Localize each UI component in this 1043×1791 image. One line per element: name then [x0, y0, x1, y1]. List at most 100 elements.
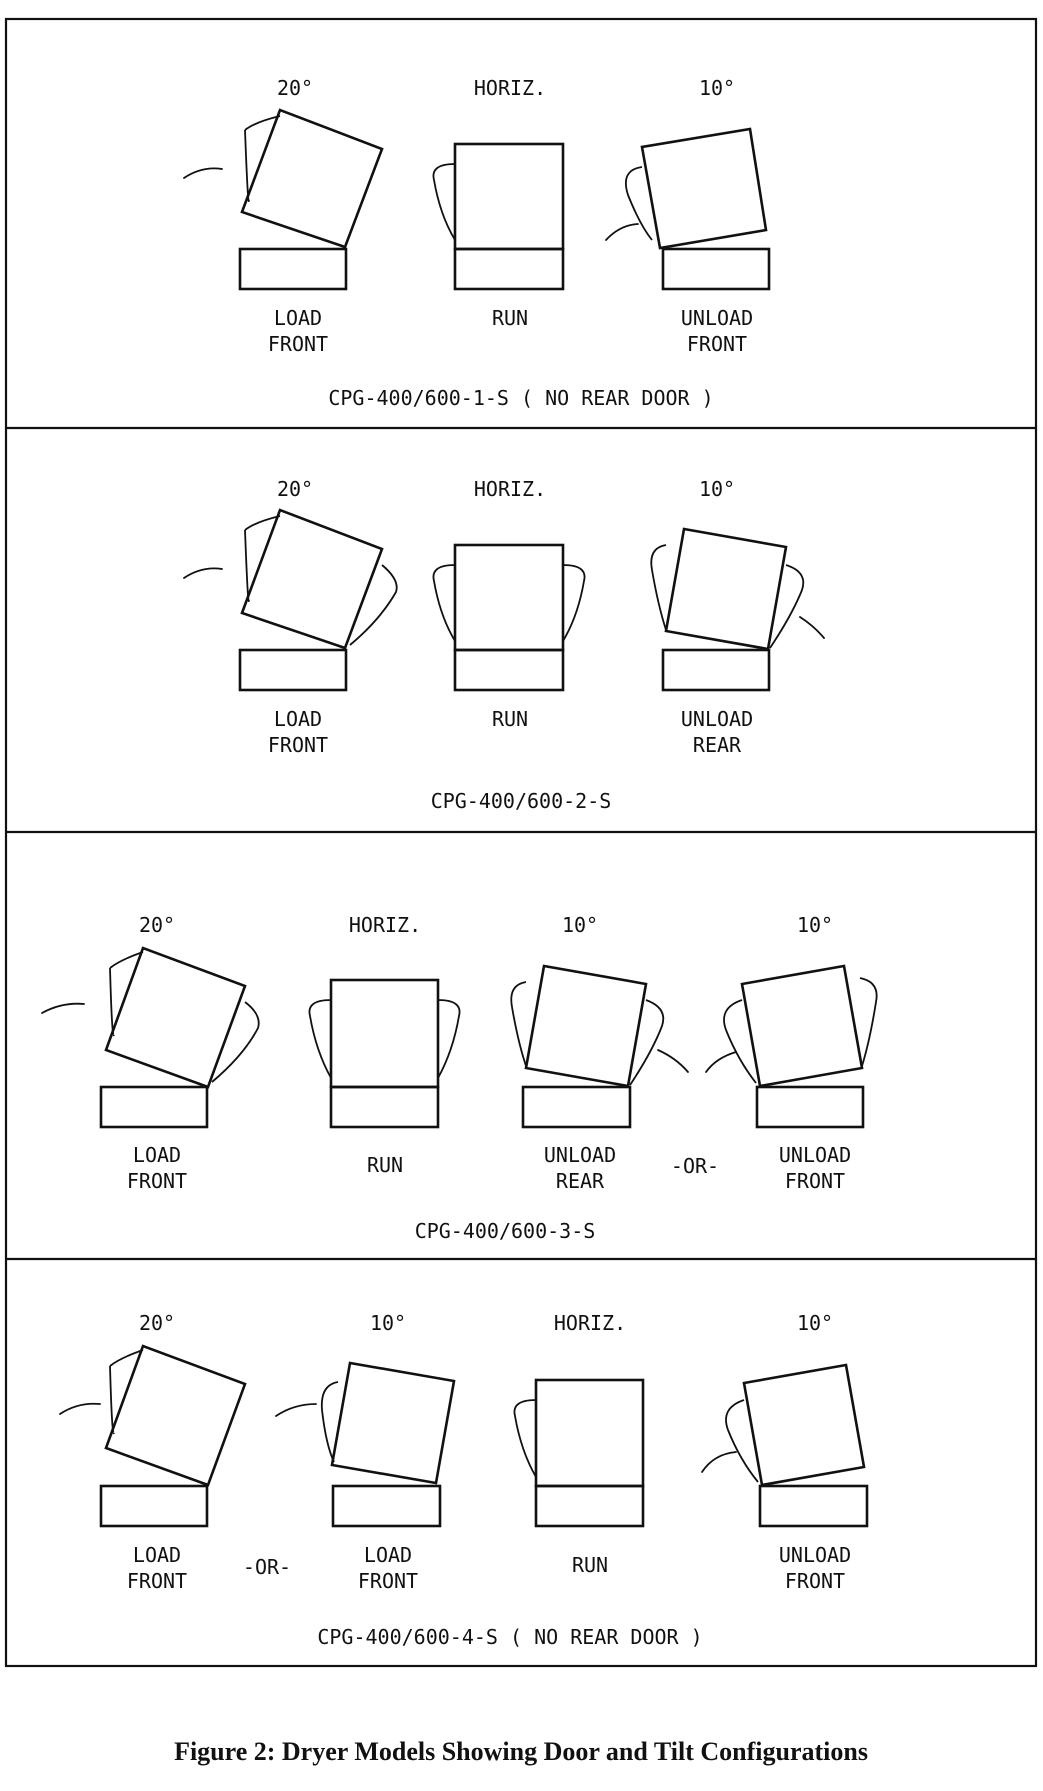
dryer-base: [99, 1484, 209, 1528]
position-label-line-2: FRONT: [358, 1569, 418, 1593]
section-1: 20° LOAD FRONT HORIZ. RUN 10° UNLOAD FRO…: [183, 76, 771, 410]
position-label-line-1: UNLOAD: [681, 707, 753, 731]
section-4: 20° LOAD FRONT -OR- 10° LOAD FRONT HORIZ…: [59, 1311, 869, 1649]
dryer-base: [453, 247, 565, 291]
dryer-position-load-front-10: 10° LOAD FRONT: [275, 1311, 456, 1593]
model-title: CPG-400/600-3-S: [415, 1219, 596, 1243]
position-label-line-1: RUN: [492, 707, 528, 731]
position-label-line-2: FRONT: [268, 332, 328, 356]
dryer-base: [534, 1484, 645, 1528]
section-frames: [4, 17, 1038, 1668]
dryer-position-run-horiz: HORIZ. RUN: [432, 76, 565, 330]
front-door: [513, 1399, 537, 1478]
position-label-line-2: FRONT: [268, 733, 328, 757]
position-label-line-1: LOAD: [133, 1143, 181, 1167]
position-label-line-1: UNLOAD: [779, 1543, 851, 1567]
position-label-line-1: UNLOAD: [681, 306, 753, 330]
tilt-angle-label: 10°: [797, 913, 833, 937]
dryer-position-unload-front-10: 10° UNLOAD FRONT: [605, 76, 771, 356]
position-label-line-1: RUN: [492, 306, 528, 330]
dryer-position-unload-front-10: 10° UNLOAD FRONT: [705, 913, 878, 1193]
door-handle: [605, 223, 639, 241]
tilt-angle-label: 10°: [699, 76, 735, 100]
front-door: [432, 564, 456, 642]
dryer-drum: [240, 108, 384, 249]
section-2: 20° LOAD FRONT HORIZ. RUN 10° UNLOAD R: [183, 477, 825, 813]
position-label-line-2: REAR: [556, 1169, 605, 1193]
tilt-angle-label: HORIZ.: [554, 1311, 626, 1335]
dryer-position-run-horiz: HORIZ. RUN: [432, 477, 586, 731]
rear-door: [437, 999, 461, 1079]
tilt-angle-label: 10°: [562, 913, 598, 937]
front-door: [723, 999, 757, 1084]
door-handle: [705, 1051, 737, 1073]
rear-door: [211, 1001, 260, 1083]
model-title: CPG-400/600-2-S: [431, 789, 612, 813]
dryer-drum: [329, 978, 440, 1089]
position-label-line-1: LOAD: [274, 306, 322, 330]
front-door: [320, 1381, 339, 1463]
model-title: CPG-400/600-1-S ( NO REAR DOOR ): [328, 386, 713, 410]
dryer-base: [238, 648, 348, 692]
position-label-line-1: LOAD: [364, 1543, 412, 1567]
dryer-position-load-front-20: 20° LOAD FRONT: [183, 477, 398, 757]
dryer-position-run-horiz: HORIZ. RUN: [513, 1311, 645, 1577]
dryer-position-load-front-20: 20° LOAD FRONT: [41, 913, 260, 1193]
rear-door: [629, 999, 665, 1086]
tilt-angle-label: 20°: [139, 1311, 175, 1335]
dryer-drum: [640, 127, 768, 250]
model-title: CPG-400/600-4-S ( NO REAR DOOR ): [317, 1625, 702, 1649]
door-handle: [183, 567, 223, 579]
position-label-line-2: FRONT: [785, 1569, 845, 1593]
or-separator: -OR-: [243, 1555, 291, 1579]
door-handle: [799, 616, 825, 639]
tilt-angle-label: 20°: [277, 477, 313, 501]
door-handle: [59, 1402, 101, 1415]
figure-caption: Figure 2: Dryer Models Showing Door and …: [174, 1737, 868, 1766]
dryer-position-run-horiz: HORIZ. RUN: [308, 913, 461, 1177]
tilt-angle-label: 20°: [277, 76, 313, 100]
dryer-base: [238, 247, 348, 291]
position-label-line-1: UNLOAD: [544, 1143, 616, 1167]
dryer-base: [331, 1484, 442, 1528]
front-door: [650, 544, 667, 631]
dryer-drum: [534, 1378, 645, 1488]
dryer-position-unload-rear-10: 10° UNLOAD REAR: [510, 913, 689, 1193]
dryer-drum: [104, 1344, 247, 1487]
front-door: [244, 115, 281, 202]
position-label-line-2: FRONT: [127, 1569, 187, 1593]
front-door: [510, 981, 527, 1067]
or-separator: -OR-: [671, 1154, 719, 1178]
dryer-base: [329, 1085, 440, 1129]
dryer-position-unload-front-10: 10° UNLOAD FRONT: [701, 1311, 869, 1593]
position-label-line-2: FRONT: [127, 1169, 187, 1193]
tilt-angle-label: 10°: [699, 477, 735, 501]
diagram-outer-frame: [4, 17, 1038, 1668]
tilt-angle-label: 10°: [370, 1311, 406, 1335]
tilt-angle-label: 20°: [139, 913, 175, 937]
dryer-base: [453, 648, 565, 692]
dryer-position-unload-rear-10: 10° UNLOAD REAR: [650, 477, 825, 757]
door-handle: [657, 1049, 689, 1073]
dryer-drum: [664, 527, 788, 651]
tilt-angle-label: HORIZ.: [349, 913, 421, 937]
front-door: [624, 166, 653, 241]
position-label-line-1: RUN: [367, 1153, 403, 1177]
dryer-position-load-front-20: 20° LOAD FRONT: [59, 1311, 247, 1593]
rear-door: [349, 564, 398, 646]
dryer-drum: [742, 1363, 866, 1487]
front-door: [244, 515, 281, 602]
dryer-base: [755, 1085, 865, 1129]
position-label-line-1: LOAD: [274, 707, 322, 731]
dryer-drum: [453, 543, 565, 652]
section-3: 20° LOAD FRONT HORIZ. RUN 10° UNLOAD R: [41, 913, 878, 1243]
front-door: [109, 951, 144, 1037]
dryer-drum: [330, 1361, 456, 1485]
dryer-drum: [240, 508, 384, 650]
position-label-line-2: REAR: [693, 733, 742, 757]
dryer-drum: [740, 964, 864, 1088]
dryer-base: [758, 1484, 869, 1528]
dryer-base: [99, 1085, 209, 1129]
tilt-angle-label: HORIZ.: [474, 477, 546, 501]
